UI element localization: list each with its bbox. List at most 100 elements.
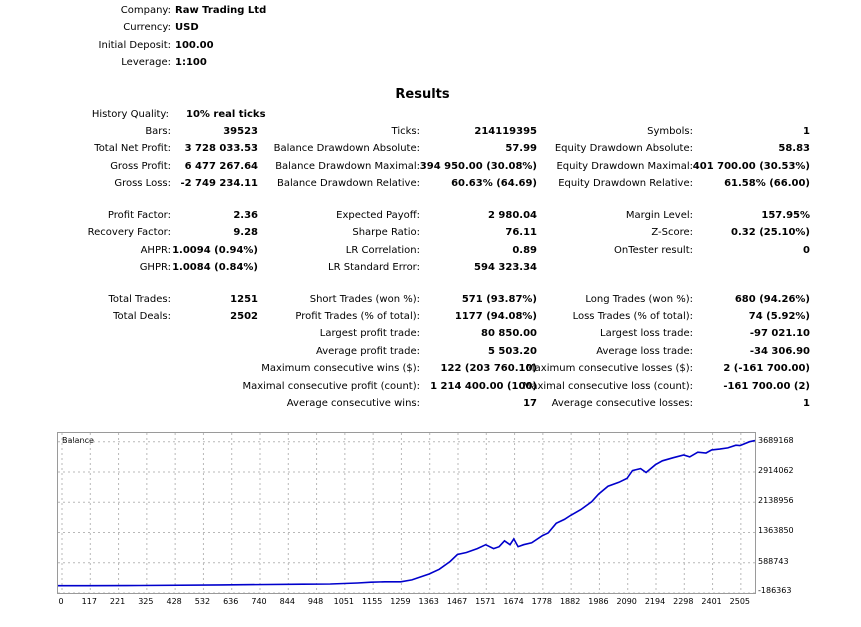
col2-value-10: 80 850.00 — [481, 328, 537, 339]
results-title: Results — [395, 87, 450, 102]
y-tick-label: 1363850 — [758, 526, 794, 536]
col3-label-12: Maximal consecutive loss (count): — [522, 381, 693, 392]
col3-value-0: 1 — [803, 126, 810, 137]
col3-label-8: Loss Trades (% of total): — [572, 311, 693, 322]
col3-value-11: 2 (-161 700.00) — [723, 363, 810, 374]
x-tick-label: 1155 — [361, 597, 383, 606]
col2-label-7: LR Standard Error: — [328, 262, 420, 273]
col1-value-7: 1.0084 (0.84%) — [172, 262, 258, 273]
col2-value-9: 1177 (94.08%) — [454, 311, 537, 322]
col1-value-9: 2502 — [230, 311, 258, 322]
x-tick-label: 1986 — [588, 597, 609, 606]
col3-label-4: Margin Level: — [625, 210, 693, 221]
col1-label-7: GHPR: — [139, 262, 171, 273]
col1-label-5: Recovery Factor: — [87, 227, 171, 238]
col2-label-3: Balance Drawdown Relative: — [276, 178, 420, 189]
col3-value-8: 74 (5.92%) — [748, 311, 810, 322]
col1-value-6: 1.0094 (0.94%) — [172, 245, 258, 256]
x-tick-label: 1051 — [333, 597, 355, 606]
col2-label-10: Largest profit trade: — [319, 328, 420, 339]
balance-chart: Balance — [57, 432, 756, 594]
x-tick-label: 740 — [251, 597, 267, 606]
col1-value-4: 2.36 — [233, 210, 258, 221]
col1-label-1: Total Net Profit: — [94, 143, 171, 154]
history-quality-value: 10% real ticks — [186, 109, 266, 120]
col1-value-1: 3 728 033.53 — [184, 143, 258, 154]
col3-value-2: 401 700.00 (30.53%) — [692, 161, 810, 172]
col2-value-1: 57.99 — [505, 143, 537, 154]
col2-value-5: 76.11 — [505, 227, 537, 238]
col1-value-2: 6 477 267.64 — [184, 161, 258, 172]
company-label: Company: — [120, 5, 171, 16]
x-tick-label: 2194 — [644, 597, 666, 606]
y-tick-label: 588743 — [758, 556, 789, 566]
col2-label-2: Balance Drawdown Maximal: — [275, 161, 420, 172]
col2-label-5: Sharpe Ratio: — [352, 227, 420, 238]
currency-value: USD — [175, 22, 199, 33]
balance-chart-svg — [58, 433, 755, 593]
col3-label-11: Maximum consecutive losses ($): — [526, 363, 693, 374]
col3-value-12: -161 700.00 (2) — [723, 381, 810, 392]
col3-label-0: Symbols: — [647, 126, 693, 137]
col2-label-1: Balance Drawdown Absolute: — [273, 143, 420, 154]
x-tick-label: 532 — [194, 597, 211, 606]
col3-label-1: Equity Drawdown Absolute: — [554, 143, 693, 154]
col2-label-14: Average consecutive wins: — [286, 398, 420, 409]
col1-value-0: 39523 — [223, 126, 258, 137]
history-quality-label: History Quality: — [91, 109, 169, 120]
x-tick-label: 1674 — [503, 597, 524, 606]
x-tick-label: 1778 — [531, 597, 553, 606]
col2-value-7: 594 323.34 — [474, 262, 537, 273]
col2-value-11: 5 503.20 — [487, 346, 537, 357]
col2-label-13: Maximal consecutive profit (count): — [242, 381, 420, 392]
chart-title: Balance — [62, 436, 94, 445]
x-tick-label: 1363 — [418, 597, 439, 606]
col1-label-8: Total Trades: — [108, 294, 172, 305]
col2-label-12: Maximum consecutive wins ($): — [261, 363, 420, 374]
y-tick-label: -186363 — [758, 586, 792, 595]
initial-deposit-value: 100.00 — [175, 40, 214, 51]
x-tick-label: 1882 — [559, 597, 581, 606]
x-tick-label: 948 — [307, 597, 324, 606]
col2-value-4: 2 980.04 — [487, 210, 537, 221]
col2-value-6: 0.89 — [512, 245, 537, 256]
x-tick-label: 1571 — [475, 597, 496, 606]
initial-deposit-label: Initial Deposit: — [98, 40, 171, 51]
company-value: Raw Trading Ltd — [175, 5, 267, 16]
leverage-label: Leverage: — [121, 57, 171, 68]
col2-value-12: 122 (203 760.10) — [440, 363, 537, 374]
x-tick-label: 428 — [166, 597, 182, 606]
col2-label-0: Ticks: — [391, 126, 420, 137]
x-tick-label: 325 — [138, 597, 154, 606]
col3-label-9: Largest loss trade: — [600, 328, 693, 339]
col1-label-4: Profit Factor: — [107, 210, 171, 221]
x-tick-label: 2090 — [616, 597, 637, 606]
col1-label-9: Total Deals: — [113, 311, 171, 322]
col3-label-5: Z-Score: — [651, 227, 693, 238]
col2-label-6: LR Correlation: — [345, 245, 420, 256]
col3-value-4: 157.95% — [761, 210, 810, 221]
col3-label-3: Equity Drawdown Relative: — [558, 178, 693, 189]
col3-value-3: 61.58% (66.00) — [724, 178, 810, 189]
col1-label-2: Gross Profit: — [110, 161, 171, 172]
col1-label-0: Bars: — [145, 126, 171, 137]
col2-label-11: Average profit trade: — [315, 346, 420, 357]
col3-label-6: OnTester result: — [613, 245, 693, 256]
col2-value-8: 571 (93.87%) — [461, 294, 537, 305]
balance-series-line — [58, 439, 755, 587]
x-tick-label: 1467 — [446, 597, 468, 606]
col3-label-13: Average consecutive losses: — [551, 398, 693, 409]
x-tick-label: 221 — [109, 597, 126, 606]
col2-value-0: 214119395 — [474, 126, 537, 137]
col3-value-7: 680 (94.26%) — [734, 294, 810, 305]
col1-value-8: 1251 — [230, 294, 258, 305]
col3-value-13: 1 — [803, 398, 810, 409]
col2-label-8: Short Trades (won %): — [309, 294, 420, 305]
col3-value-9: -97 021.10 — [749, 328, 810, 339]
col2-value-3: 60.63% (64.69) — [451, 178, 537, 189]
col3-value-1: 58.83 — [778, 143, 810, 154]
col1-value-5: 9.28 — [233, 227, 258, 238]
x-tick-label: 0 — [58, 597, 64, 606]
col2-value-13: 1 214 400.00 (100) — [430, 381, 537, 392]
x-tick-label: 2401 — [701, 597, 722, 606]
